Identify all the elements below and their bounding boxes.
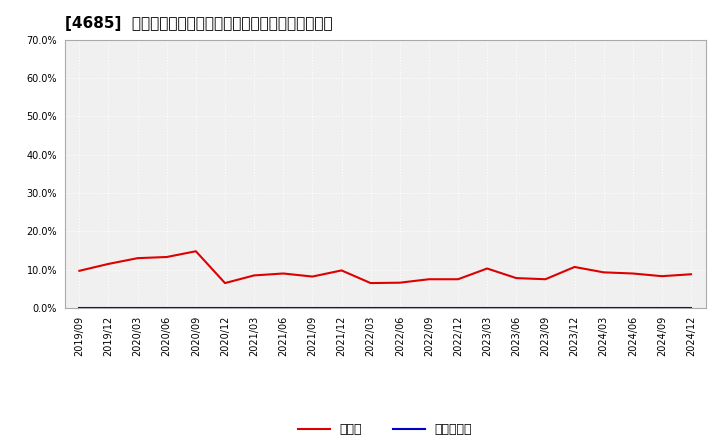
現預金	[337, 268, 346, 273]
現預金	[657, 274, 666, 279]
現預金	[541, 277, 550, 282]
有利子負債	[629, 305, 637, 311]
現預金	[425, 277, 433, 282]
現預金	[570, 264, 579, 270]
有利子負債	[163, 305, 171, 311]
有利子負債	[425, 305, 433, 311]
有利子負債	[308, 305, 317, 311]
現預金	[395, 280, 404, 285]
有利子負債	[192, 305, 200, 311]
Line: 現預金: 現預金	[79, 251, 691, 283]
有利子負債	[279, 305, 287, 311]
現預金	[163, 254, 171, 260]
有利子負債	[541, 305, 550, 311]
現預金	[629, 271, 637, 276]
現預金	[308, 274, 317, 279]
現預金	[133, 256, 142, 261]
現預金	[104, 261, 113, 267]
現預金	[250, 273, 258, 278]
有利子負債	[337, 305, 346, 311]
Legend: 現預金, 有利子負債: 現預金, 有利子負債	[293, 418, 477, 440]
現預金	[599, 270, 608, 275]
現預金	[483, 266, 492, 271]
有利子負債	[75, 305, 84, 311]
現預金	[220, 280, 229, 286]
有利子負債	[395, 305, 404, 311]
有利子負債	[687, 305, 696, 311]
有利子負債	[512, 305, 521, 311]
現預金	[454, 277, 462, 282]
現預金	[512, 275, 521, 281]
有利子負債	[366, 305, 375, 311]
現預金	[192, 249, 200, 254]
有利子負債	[599, 305, 608, 311]
有利子負債	[570, 305, 579, 311]
有利子負債	[104, 305, 113, 311]
有利子負債	[220, 305, 229, 311]
現預金	[687, 271, 696, 277]
現預金	[75, 268, 84, 273]
有利子負債	[133, 305, 142, 311]
Text: [4685]  現預金、有利子負債の総資産に対する比率の推移: [4685] 現預金、有利子負債の総資産に対する比率の推移	[65, 16, 333, 32]
有利子負債	[483, 305, 492, 311]
有利子負債	[250, 305, 258, 311]
現預金	[279, 271, 287, 276]
有利子負債	[454, 305, 462, 311]
有利子負債	[657, 305, 666, 311]
現預金	[366, 280, 375, 286]
